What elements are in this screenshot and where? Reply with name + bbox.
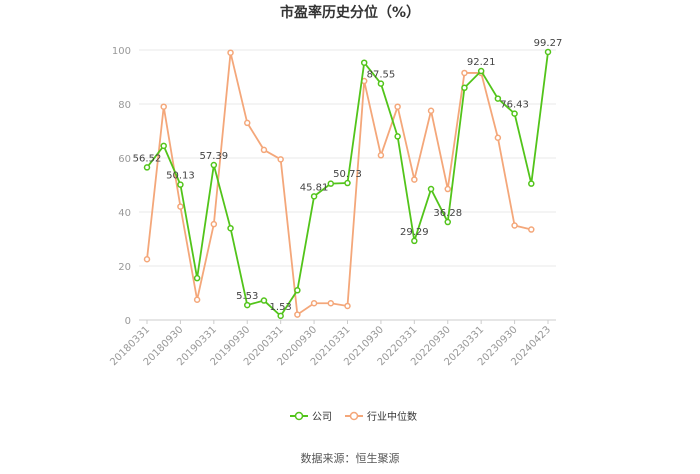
data-point bbox=[444, 185, 451, 193]
data-point bbox=[327, 180, 335, 187]
data-point bbox=[227, 224, 234, 232]
data-label: 5.53 bbox=[236, 291, 258, 302]
data-point bbox=[494, 134, 502, 141]
y-tick-label: 100 bbox=[112, 46, 131, 57]
data-point bbox=[461, 69, 468, 77]
data-point bbox=[528, 180, 535, 187]
y-tick-label: 80 bbox=[118, 100, 131, 111]
legend-label: 公司 bbox=[312, 412, 332, 423]
data-point bbox=[160, 103, 167, 110]
data-label: 57.39 bbox=[200, 151, 229, 162]
series-company: 56.52 50.13 57.39 5.53 1.53 45.81 50.73 87.55 29… bbox=[133, 38, 563, 320]
data-label: 92.21 bbox=[467, 57, 496, 68]
data-point bbox=[294, 311, 301, 318]
legend-swatch-marker bbox=[294, 411, 304, 421]
data-point bbox=[277, 312, 284, 320]
data-point bbox=[444, 218, 451, 226]
data-point bbox=[277, 156, 284, 163]
data-point bbox=[210, 161, 218, 169]
data-label: 36.28 bbox=[433, 208, 462, 219]
data-point bbox=[244, 301, 251, 309]
data-point bbox=[227, 49, 234, 56]
data-point bbox=[377, 80, 385, 87]
data-point bbox=[427, 185, 435, 193]
legend-swatch-marker bbox=[349, 411, 359, 421]
data-point bbox=[193, 296, 201, 303]
legend-item-industry-median[interactable]: 行业中位数 bbox=[345, 410, 417, 423]
data-point bbox=[427, 107, 435, 114]
data-label: 99.27 bbox=[534, 38, 563, 49]
y-tick-label: 0 bbox=[125, 316, 131, 327]
data-point bbox=[310, 193, 318, 200]
data-point bbox=[528, 226, 535, 233]
y-tick-label: 60 bbox=[118, 154, 131, 165]
data-point bbox=[143, 164, 151, 171]
data-point bbox=[494, 95, 502, 102]
data-point bbox=[411, 237, 418, 245]
data-point bbox=[461, 84, 468, 92]
data-point bbox=[143, 256, 151, 263]
data-label: 29.29 bbox=[400, 227, 429, 238]
data-point bbox=[344, 179, 351, 187]
data-label: 87.55 bbox=[367, 70, 396, 81]
data-point bbox=[260, 146, 268, 154]
x-axis: 2018033120180930201903312019093020200331… bbox=[108, 319, 556, 368]
series-layer: 56.52 50.13 57.39 5.53 1.53 45.81 50.73 87.55 29… bbox=[133, 38, 563, 320]
data-label: 1.53 bbox=[270, 302, 292, 313]
data-label: 76.43 bbox=[500, 100, 529, 111]
data-point bbox=[394, 103, 401, 110]
data-point bbox=[260, 297, 268, 304]
data-point bbox=[511, 222, 518, 229]
data-point bbox=[210, 220, 218, 228]
data-label: 50.73 bbox=[333, 169, 362, 180]
data-point bbox=[344, 302, 351, 310]
data-point bbox=[177, 203, 184, 210]
data-point bbox=[544, 48, 552, 56]
legend: 公司 行业中位数 bbox=[290, 410, 417, 423]
data-label: 45.81 bbox=[300, 182, 329, 193]
data-point bbox=[411, 176, 418, 183]
data-point bbox=[327, 300, 335, 307]
data-point bbox=[377, 152, 385, 159]
y-axis: 0 20 40 60 80 100 bbox=[112, 46, 131, 327]
data-point bbox=[310, 300, 318, 307]
data-point bbox=[160, 142, 167, 150]
legend-label: 行业中位数 bbox=[367, 410, 417, 423]
data-point bbox=[511, 110, 518, 117]
data-point bbox=[177, 181, 184, 188]
data-label: 50.13 bbox=[166, 171, 195, 182]
series-industry-median bbox=[143, 49, 535, 318]
data-point bbox=[477, 67, 485, 75]
source-note: 数据来源：恒生聚源 bbox=[301, 451, 400, 465]
data-point bbox=[244, 119, 251, 127]
data-point bbox=[294, 287, 301, 294]
legend-item-company[interactable]: 公司 bbox=[290, 411, 332, 423]
y-tick-label: 20 bbox=[118, 262, 131, 273]
data-point bbox=[193, 274, 201, 282]
data-point bbox=[360, 59, 368, 66]
y-tick-label: 40 bbox=[118, 208, 131, 219]
chart-title: 市盈率历史分位（%） bbox=[280, 4, 420, 21]
data-point bbox=[394, 133, 401, 140]
data-label: 56.52 bbox=[133, 153, 162, 164]
